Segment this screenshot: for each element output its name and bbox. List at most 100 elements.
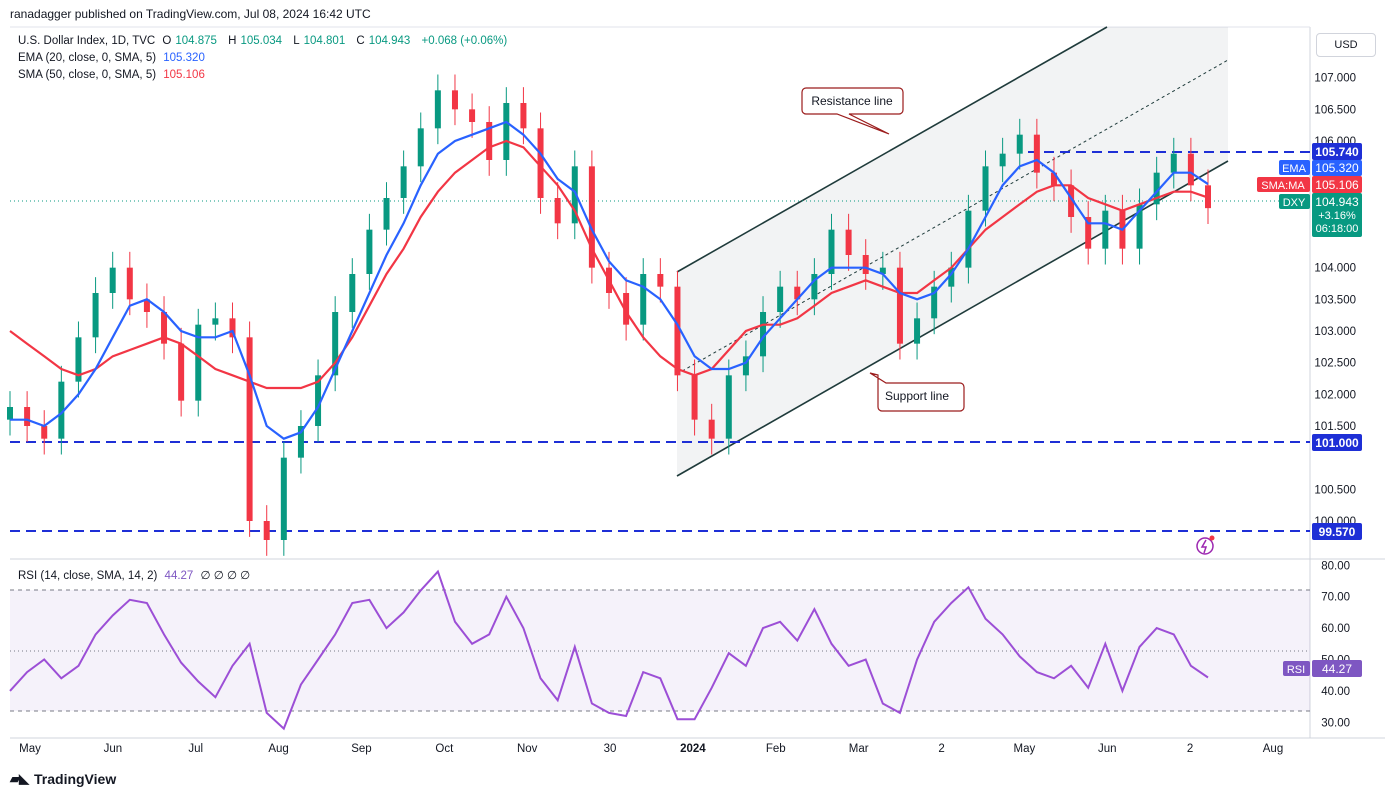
candle-body[interactable] (297, 426, 304, 458)
candles-group (7, 74, 1211, 556)
candle-body[interactable] (571, 166, 578, 224)
candle-body[interactable] (537, 128, 544, 198)
candle-body[interactable] (965, 210, 972, 268)
candle-body[interactable] (674, 286, 681, 376)
resistance-annotation[interactable]: Resistance line (801, 87, 904, 135)
candle-body[interactable] (1153, 172, 1160, 205)
time-tick-label: Feb (766, 743, 786, 755)
candle-body[interactable] (828, 229, 835, 274)
candle-body[interactable] (229, 318, 236, 338)
candle-body[interactable] (161, 312, 168, 344)
candle-body[interactable] (1016, 134, 1023, 154)
candle-body[interactable] (914, 318, 921, 344)
candle-body[interactable] (999, 153, 1006, 167)
candle-body[interactable] (1170, 153, 1177, 173)
candle-body[interactable] (126, 267, 133, 300)
candle-body[interactable] (811, 274, 818, 300)
time-axis[interactable]: May Jun Jul Aug Sep Oct Nov 30 2024 Feb Mar 2 May Jun… (19, 743, 1283, 755)
candle-body[interactable] (503, 103, 510, 160)
ohlc-change: +0.068 (+0.06%) (421, 35, 508, 47)
candle-body[interactable] (760, 312, 767, 357)
sma-legend[interactable]: SMA (50, close, 0, SMA, 5) 105.106 (18, 69, 205, 81)
symbol-name[interactable]: U.S. Dollar Index, 1D, TVC (18, 35, 156, 47)
candle-body[interactable] (1136, 204, 1143, 249)
candle-body[interactable] (417, 128, 424, 167)
candle-body[interactable] (982, 166, 989, 211)
candle-body[interactable] (1068, 185, 1075, 217)
ohlc-close: C 104.943 (356, 35, 411, 47)
time-tick-label: Sep (351, 743, 371, 755)
candle-body[interactable] (178, 343, 185, 401)
sma-50-line[interactable] (9, 139, 1209, 390)
candle-body[interactable] (434, 90, 441, 129)
rsi-tick-label: 80.00 (1321, 560, 1350, 572)
candle-body[interactable] (862, 255, 869, 274)
candle-body[interactable] (451, 90, 458, 110)
candle-body[interactable] (845, 229, 852, 255)
candle-body[interactable] (1187, 153, 1194, 186)
ohlc-high: H 105.034 (228, 35, 283, 47)
candle-body[interactable] (58, 381, 65, 439)
support-annotation[interactable]: Support line (869, 372, 965, 412)
candle-body[interactable] (41, 426, 48, 439)
candle-body[interactable] (588, 166, 595, 268)
candle-body[interactable] (400, 166, 407, 198)
ohlc-open: O 104.875 (162, 35, 217, 47)
tradingview-brand[interactable]: ▰◣ TradingView (10, 771, 117, 787)
candle-body[interactable] (931, 286, 938, 319)
candle-body[interactable] (366, 229, 373, 274)
rsi-legend[interactable]: RSI (14, close, SMA, 14, 2) 44.27 ∅ ∅ ∅ … (18, 570, 251, 582)
candle-body[interactable] (24, 407, 31, 426)
candle-body[interactable] (691, 375, 698, 420)
svg-text:EMA: EMA (1282, 163, 1307, 175)
candle-body[interactable] (777, 286, 784, 312)
ema-legend[interactable]: EMA (20, close, 0, SMA, 5) 105.320 (18, 52, 205, 64)
rsi-line[interactable] (9, 569, 1209, 731)
rsi-tick-label: 30.00 (1321, 717, 1350, 729)
candle-body[interactable] (520, 103, 527, 129)
candle-body[interactable] (315, 375, 322, 426)
candle-body[interactable] (896, 267, 903, 344)
candle-body[interactable] (246, 337, 253, 521)
price-tick-label: 102.000 (1314, 389, 1356, 401)
candle-body[interactable] (263, 521, 270, 540)
price-axis[interactable]: 107.000106.500106.000104.000103.500103.0… (1314, 73, 1356, 528)
candle-body[interactable] (948, 267, 955, 287)
candle-body[interactable] (7, 407, 13, 420)
price-tick-label: 103.500 (1314, 294, 1356, 306)
candle-body[interactable] (742, 356, 749, 376)
candle-body[interactable] (486, 122, 493, 160)
candle-body[interactable] (212, 318, 219, 325)
candle-body[interactable] (554, 198, 561, 224)
rsi-tick-label: 70.00 (1321, 592, 1350, 604)
ema-20-line[interactable] (10, 120, 1209, 440)
candle-body[interactable] (1050, 172, 1057, 186)
candle-body[interactable] (623, 293, 630, 325)
time-tick-label: Aug (268, 743, 288, 755)
candle-body[interactable] (383, 198, 390, 230)
candle-body[interactable] (708, 419, 715, 439)
candle-body[interactable] (1085, 217, 1092, 249)
currency-button[interactable]: USD (1316, 33, 1376, 57)
candle-body[interactable] (725, 375, 732, 439)
candle-body[interactable] (92, 293, 99, 338)
svg-text:+3.16%: +3.16% (1318, 210, 1356, 222)
resistance-line[interactable] (676, 26, 1108, 273)
candle-body[interactable] (879, 267, 886, 274)
candle-body[interactable] (1102, 210, 1109, 249)
candle-body[interactable] (195, 324, 202, 401)
candle-body[interactable] (349, 274, 356, 312)
candle-body[interactable] (657, 274, 664, 287)
candle-body[interactable] (75, 337, 82, 382)
candle-body[interactable] (1033, 134, 1040, 173)
candle-body[interactable] (640, 274, 647, 325)
candle-body[interactable] (332, 312, 339, 376)
candle-body[interactable] (143, 299, 150, 312)
candle-body[interactable] (469, 109, 476, 122)
candle-body[interactable] (109, 267, 116, 293)
candle-body[interactable] (794, 286, 801, 300)
alert-icon[interactable] (1196, 535, 1215, 555)
candle-body[interactable] (280, 457, 287, 540)
